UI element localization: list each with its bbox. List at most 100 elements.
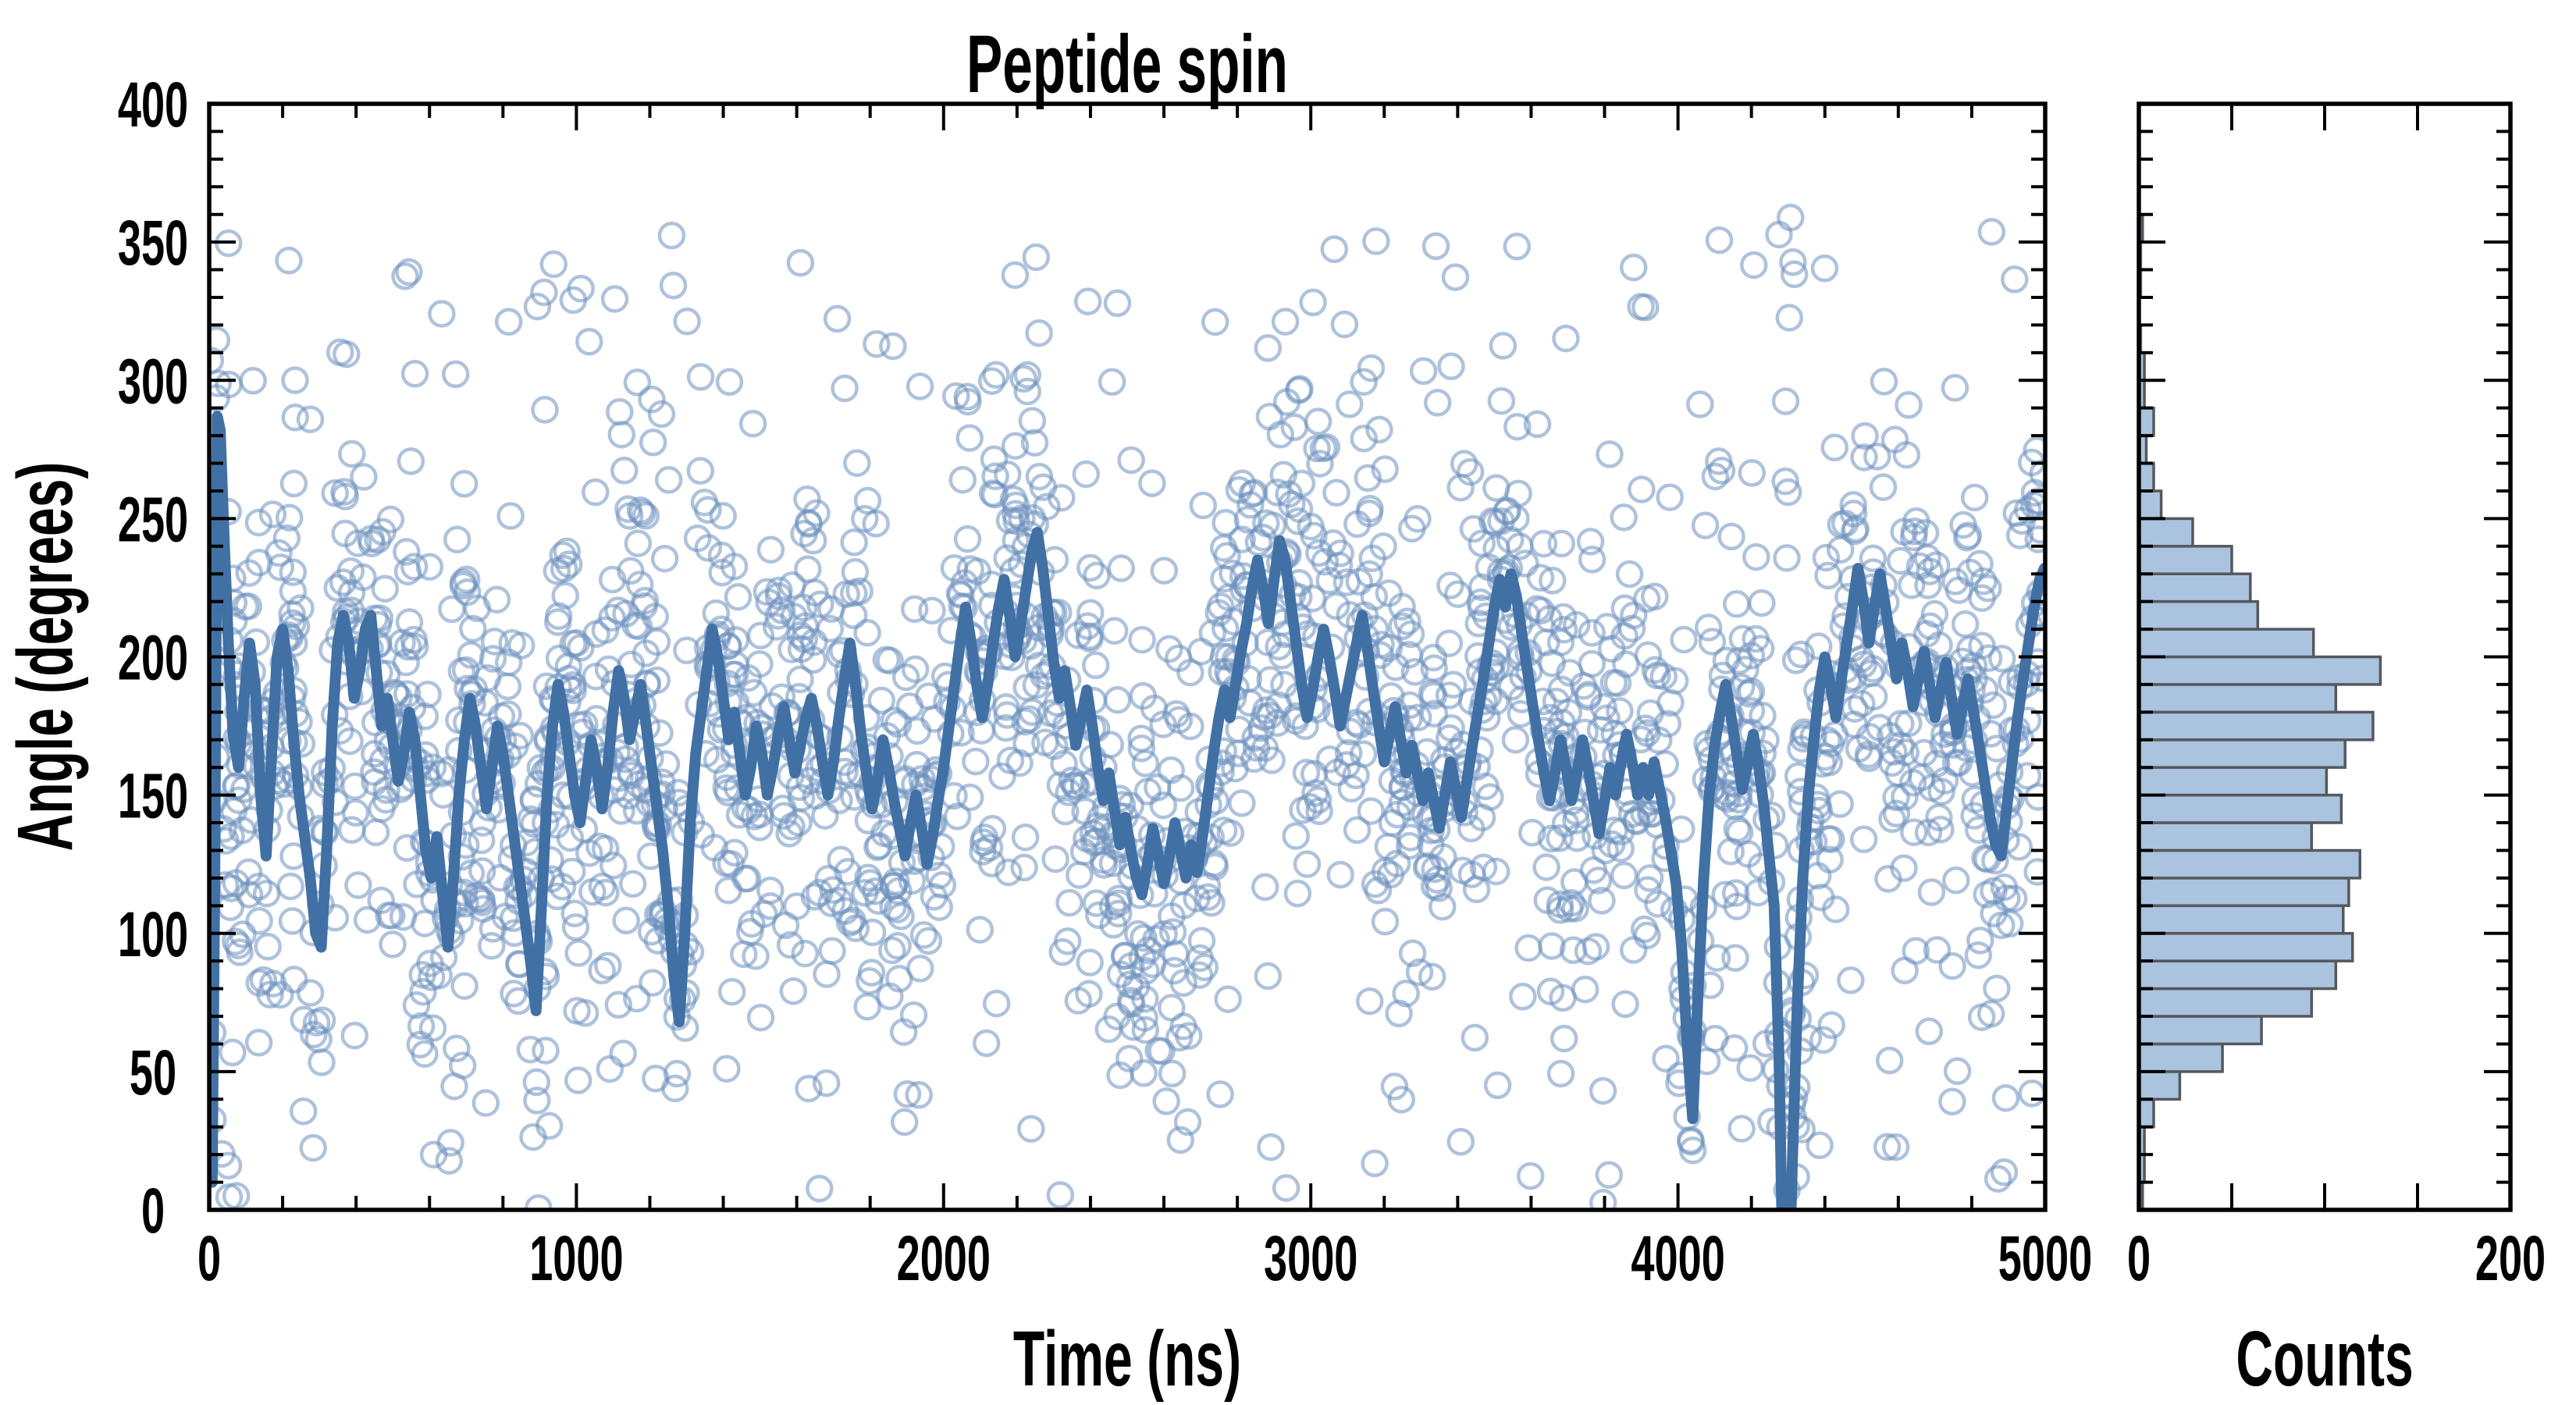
scatter-point: [1225, 476, 1254, 504]
scatter-point: [1493, 497, 1521, 526]
scatter-point: [331, 519, 359, 548]
scatter-point: [224, 931, 253, 959]
scatter-point: [1855, 744, 1883, 773]
scatter-point: [361, 818, 390, 847]
scatter-point: [786, 665, 814, 694]
scatter-point: [1546, 1059, 1575, 1088]
scatter-point: [1990, 1158, 2019, 1186]
scatter-point: [1610, 503, 1638, 532]
scatter-point: [1323, 758, 1351, 787]
scatter-point: [1636, 699, 1665, 727]
tick-label: 1000: [529, 1222, 623, 1294]
mean-line: [209, 411, 2045, 1210]
scatter-point: [450, 470, 479, 498]
scatter-point: [575, 839, 603, 867]
scatter-point: [249, 966, 278, 994]
scatter-point: [863, 329, 891, 358]
scatter-point: [840, 528, 868, 557]
scatter-point: [545, 644, 574, 673]
scatter-point: [838, 906, 866, 934]
scatter-point: [523, 292, 552, 321]
scatter-point: [265, 539, 293, 567]
scatter-point: [1908, 763, 1936, 791]
scatter-point: [494, 308, 523, 336]
scatter-point: [2001, 265, 2029, 293]
scatter-point: [244, 508, 273, 537]
scatter-point: [856, 967, 884, 995]
scatter-point: [1084, 901, 1113, 930]
scatter-point: [943, 802, 972, 831]
scatter-point: [623, 368, 652, 397]
scatter-point: [1915, 1017, 1944, 1046]
scatter-point: [1387, 1085, 1416, 1114]
scatter-point: [1988, 645, 2016, 673]
scatter-point: [764, 602, 792, 630]
histogram-bar: [2139, 766, 2329, 797]
scatter-point: [1312, 433, 1341, 461]
scatter-point: [425, 962, 453, 990]
scatter-point: [1461, 1023, 1489, 1052]
scatter-point: [1900, 818, 1928, 846]
scatter-point: [1723, 892, 1751, 920]
scatter-point: [536, 845, 564, 874]
scatter-point: [1138, 469, 1166, 497]
scatter-point: [1987, 911, 2016, 940]
scatter-point: [1055, 888, 1083, 917]
scatter-point: [575, 327, 603, 356]
scatter-point: [582, 478, 610, 507]
scatter-point: [539, 250, 568, 279]
scatter-point: [738, 409, 767, 438]
scatter-point: [367, 886, 395, 915]
scatter-point: [1974, 574, 2002, 603]
scatter-point: [1073, 287, 1102, 315]
scatter-point: [1342, 761, 1370, 790]
scatter-point: [1446, 1128, 1475, 1156]
scatter-point: [338, 439, 366, 468]
scatter-point: [1155, 635, 1183, 663]
scatter-point: [1806, 1131, 1834, 1160]
scatter-point: [1117, 446, 1145, 475]
scatter-point: [1634, 641, 1663, 669]
scatter-point: [364, 525, 392, 554]
histogram-bar: [2139, 932, 2354, 962]
scatter-point: [397, 447, 425, 475]
tick-label: 150: [118, 759, 188, 831]
scatter-point: [794, 555, 822, 583]
scatter-point: [638, 385, 666, 414]
scatter-point: [478, 932, 506, 960]
scatter-point: [1041, 845, 1069, 873]
scatter-point: [1941, 374, 1969, 402]
scatter-point: [337, 816, 366, 845]
scatter-point: [1869, 473, 1898, 501]
scatter-point: [905, 1081, 933, 1109]
scatter-point: [1320, 235, 1349, 264]
scatter-point: [818, 937, 846, 966]
scatter-point: [279, 609, 307, 637]
scatter-point: [1489, 332, 1517, 360]
scatter-point: [393, 632, 422, 661]
scatter-point: [1392, 979, 1420, 1008]
scatter-point: [801, 578, 829, 607]
scatter-point: [768, 596, 796, 624]
scatter-point: [1010, 853, 1038, 882]
scatter-point: [955, 783, 984, 812]
scatter-point: [1518, 819, 1546, 847]
scatter-point: [276, 872, 304, 901]
scatter-point: [775, 820, 803, 848]
scatter-point: [709, 502, 737, 530]
scatter-point: [1162, 940, 1190, 968]
scatter-point: [650, 544, 679, 573]
scatter-point: [756, 892, 785, 920]
scatter-point: [1256, 666, 1284, 694]
scatter-point: [219, 1038, 247, 1067]
scatter-point: [1008, 504, 1036, 532]
scatter-point: [1147, 1037, 1176, 1065]
scatter-point: [756, 877, 785, 905]
scatter-point: [300, 1020, 328, 1049]
scatter-point: [762, 613, 791, 641]
scatter-point: [1976, 1000, 2005, 1028]
scatter-point: [296, 979, 325, 1007]
scatter-point: [550, 554, 578, 583]
scatter-point: [323, 574, 352, 602]
scatter-point: [1649, 662, 1678, 691]
